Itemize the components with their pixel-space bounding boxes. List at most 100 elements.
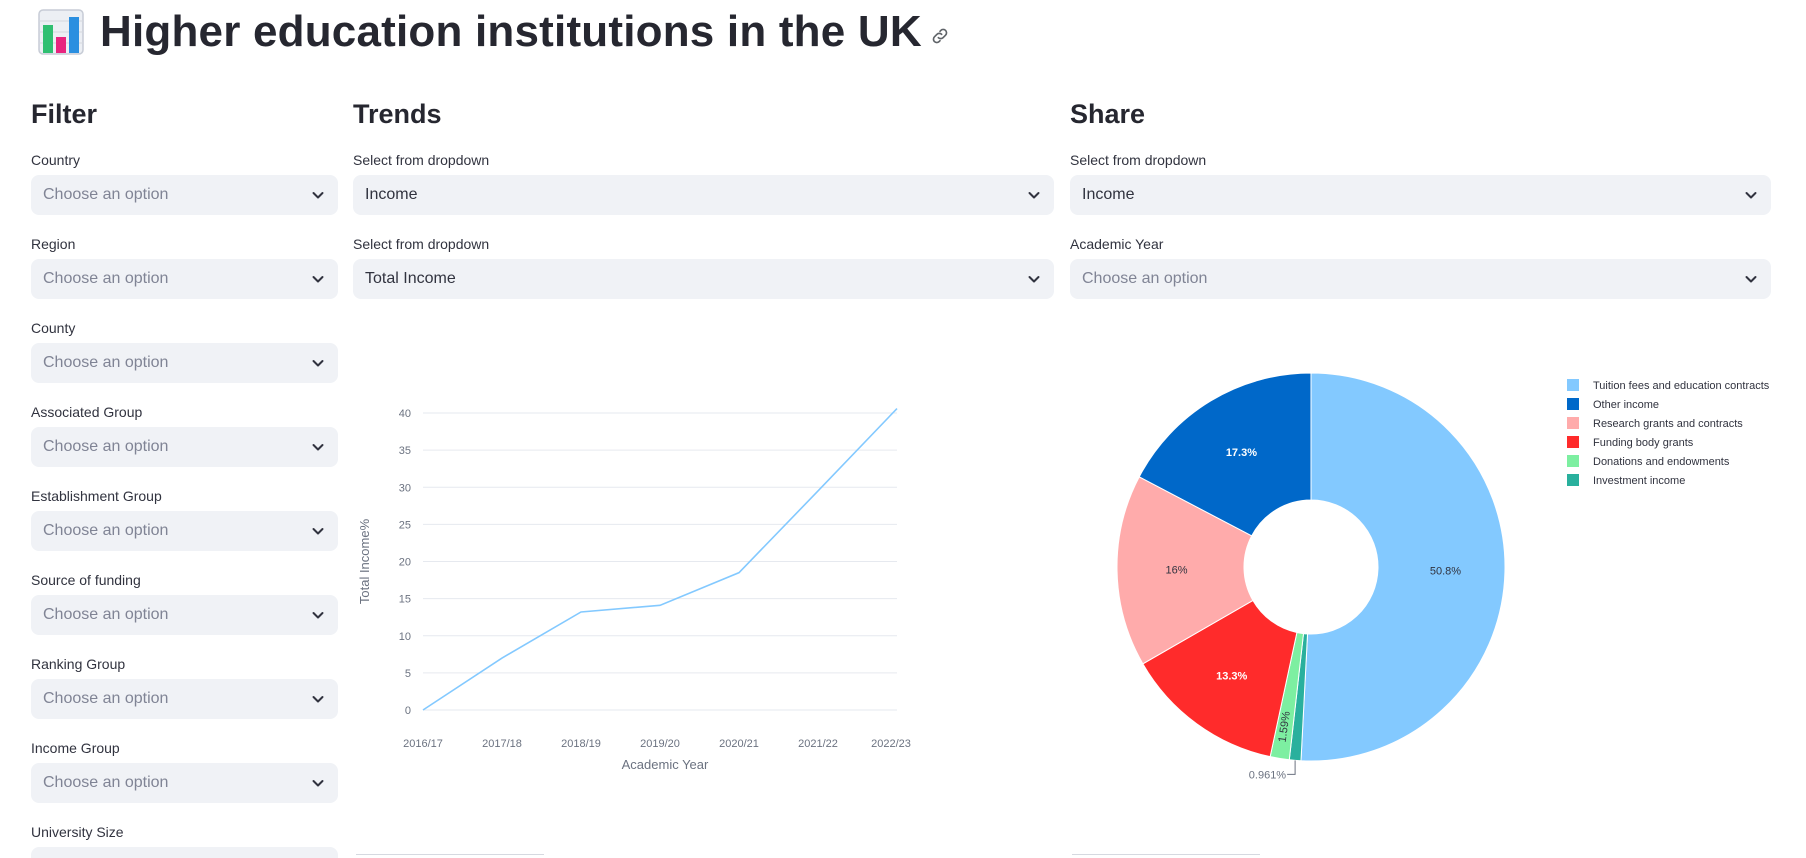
legend-label: Donations and endowments — [1593, 456, 1730, 468]
share-metric-value: Income — [1082, 186, 1135, 203]
filter-income-group-select[interactable]: Choose an option — [31, 763, 338, 803]
filter-region-field: Region Choose an option — [31, 234, 338, 299]
filter-county-select[interactable]: Choose an option — [31, 343, 338, 383]
chevron-down-icon — [312, 612, 324, 619]
trends-metric-label: Select from dropdown — [353, 152, 490, 168]
trends-submetric-select[interactable]: Total Income — [353, 259, 1054, 299]
legend-swatch — [1567, 398, 1579, 410]
slice-label: 50.8% — [1430, 565, 1461, 577]
x-tick-label: 2021/22 — [798, 738, 838, 750]
chevron-down-icon — [312, 360, 324, 367]
trends-submetric-label: Select from dropdown — [353, 236, 490, 252]
legend-label: Research grants and contracts — [1593, 418, 1743, 430]
share-metric-field: Select from dropdown Income — [1070, 150, 1771, 215]
university-size-select[interactable] — [31, 852, 338, 858]
legend-label: Investment income — [1593, 475, 1685, 487]
legend-label: Funding body grants — [1593, 437, 1694, 449]
trends-heading: Trends — [353, 99, 442, 129]
chevron-down-icon — [312, 528, 324, 535]
filter-country-label: Country — [31, 152, 81, 168]
bar-chart-icon — [38, 9, 84, 55]
pie-slice — [1142, 599, 1298, 758]
trends-table-edge — [356, 854, 544, 858]
pie-slice — [1138, 372, 1312, 537]
trends-column: Trends Select from dropdown Income Selec… — [353, 98, 1054, 299]
trends-submetric-field: Select from dropdown Total Income — [353, 234, 1054, 299]
filter-region-value: Choose an option — [43, 270, 169, 287]
legend-label: Tuition fees and education contracts — [1593, 380, 1770, 392]
trends-metric-value: Income — [365, 186, 418, 203]
x-tick-label: 2020/21 — [719, 738, 759, 750]
legend-swatch — [1567, 474, 1579, 486]
filter-income-group-value: Choose an option — [43, 774, 169, 791]
y-tick-label: 5 — [405, 668, 411, 680]
trends-submetric-value: Total Income — [365, 270, 456, 287]
filter-source-of-funding-label: Source of funding — [31, 572, 141, 588]
trends-metric-select[interactable]: Income — [353, 175, 1054, 215]
data-point — [579, 610, 583, 614]
x-tick-label: 2022/23 — [871, 738, 911, 750]
share-metric-select[interactable]: Income — [1070, 175, 1771, 215]
filter-ranking-group-label: Ranking Group — [31, 656, 126, 672]
chevron-down-icon — [312, 276, 324, 283]
share-column: Share Select from dropdown Income Academ… — [1070, 98, 1771, 299]
filter-establishment-group-value: Choose an option — [43, 522, 169, 539]
data-point — [737, 571, 741, 575]
legend-swatch — [1567, 436, 1579, 448]
share-year-field: Academic Year Choose an option — [1070, 234, 1771, 299]
share-year-value: Choose an option — [1082, 270, 1208, 287]
filter-establishment-group-select[interactable]: Choose an option — [31, 511, 338, 551]
filter-heading: Filter — [31, 99, 98, 129]
filter-establishment-group-label: Establishment Group — [31, 488, 162, 504]
filter-source-of-funding-select[interactable]: Choose an option — [31, 595, 338, 635]
slice-leader-line — [1287, 760, 1296, 775]
pie-slice — [1116, 476, 1254, 665]
trends-line-chart: 0 5 10 15 20 25 30 35 40 2016/17 2017/18 2018/19 201… — [357, 407, 911, 772]
pie-slice — [1300, 372, 1506, 762]
data-point — [816, 489, 820, 493]
y-tick-label: 40 — [399, 408, 411, 420]
y-tick-label: 30 — [399, 482, 411, 494]
filter-ranking-group-select[interactable]: Choose an option — [31, 679, 338, 719]
filter-income-group-field: Income Group Choose an option — [31, 738, 338, 803]
share-metric-label: Select from dropdown — [1070, 152, 1207, 168]
slice-label: 13.3% — [1216, 671, 1247, 683]
filter-county-field: County Choose an option — [31, 318, 338, 383]
legend-label: Other income — [1593, 399, 1659, 411]
filter-associated-group-select[interactable]: Choose an option — [31, 427, 338, 467]
y-axis-title: Total Income% — [357, 518, 372, 604]
slice-label: 17.3% — [1226, 447, 1257, 459]
trends-metric-field: Select from dropdown Income — [353, 150, 1054, 215]
legend-swatch — [1567, 455, 1579, 467]
filter-associated-group-value: Choose an option — [43, 438, 169, 455]
filter-ranking-group-field: Ranking Group Choose an option — [31, 654, 338, 719]
filter-county-value: Choose an option — [43, 354, 169, 371]
y-tick-label: 20 — [399, 557, 411, 569]
filter-source-of-funding-field: Source of funding Choose an option — [31, 570, 338, 635]
filter-establishment-group-field: Establishment Group Choose an option — [31, 486, 338, 551]
share-year-select[interactable]: Choose an option — [1070, 259, 1771, 299]
y-tick-label: 0 — [405, 705, 411, 717]
y-tick-label: 25 — [399, 519, 411, 531]
filter-country-value: Choose an option — [43, 186, 169, 203]
filter-university-size-label: University Size — [31, 824, 124, 840]
share-donut-chart: 50.8% 0.961% 1.59% 13.3% 16% 17.3% Tuition fee… — [1116, 372, 1770, 781]
data-point — [500, 656, 504, 660]
slice-label: 1.59% — [1277, 710, 1293, 743]
x-tick-label: 2017/18 — [482, 738, 522, 750]
filter-column: Filter Country Choose an option Region Choo… — [31, 98, 338, 858]
filter-associated-group-label: Associated Group — [31, 404, 143, 420]
link-icon[interactable] — [930, 26, 950, 46]
legend-swatch — [1567, 379, 1579, 391]
filter-county-label: County — [31, 320, 76, 336]
chevron-down-icon — [312, 444, 324, 451]
x-tick-label: 2019/20 — [640, 738, 680, 750]
page-header: Higher education institutions in the UK — [38, 4, 950, 60]
data-point — [658, 603, 662, 607]
filter-associated-group-field: Associated Group Choose an option — [31, 402, 338, 467]
share-heading: Share — [1070, 99, 1146, 129]
filter-income-group-label: Income Group — [31, 740, 120, 756]
filter-country-select[interactable]: Choose an option — [31, 175, 338, 215]
filter-source-of-funding-value: Choose an option — [43, 606, 169, 623]
filter-region-select[interactable]: Choose an option — [31, 259, 338, 299]
